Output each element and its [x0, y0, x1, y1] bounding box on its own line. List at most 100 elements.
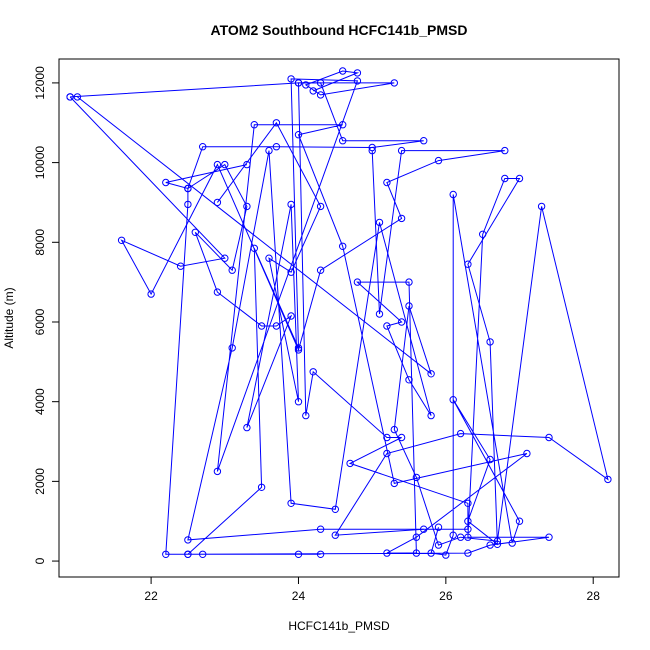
data-point [375, 218, 384, 227]
data-point [294, 131, 303, 139]
series-line [70, 70, 395, 98]
data-point [537, 202, 546, 211]
series-3 [162, 119, 325, 432]
data-point [199, 143, 207, 151]
data-point [287, 200, 295, 209]
series-layer [66, 67, 612, 559]
y-tick-label: 10000 [33, 146, 47, 180]
data-point [339, 242, 347, 251]
data-point [243, 423, 251, 432]
data-point [339, 121, 347, 129]
data-point [493, 537, 502, 545]
y-tick-label: 0 [33, 557, 47, 564]
data-point [420, 137, 428, 145]
data-point [73, 93, 82, 101]
data-point [221, 254, 229, 262]
data-point [545, 533, 553, 541]
data-point [412, 533, 421, 541]
data-point [302, 411, 310, 420]
data-point [353, 278, 362, 286]
data-point [287, 75, 295, 83]
data-point [501, 174, 509, 183]
data-point [479, 230, 487, 239]
data-point [464, 549, 472, 557]
data-point [250, 244, 259, 253]
series-1 [66, 67, 398, 101]
data-point [464, 517, 472, 525]
data-point [316, 550, 325, 558]
data-point [316, 91, 325, 99]
data-point [213, 467, 222, 476]
data-point [213, 198, 222, 207]
data-point [456, 533, 465, 541]
data-point [257, 322, 266, 330]
data-point [117, 236, 126, 245]
data-point [243, 202, 251, 211]
data-point [162, 550, 170, 558]
data-point [449, 531, 457, 539]
data-point [191, 228, 200, 237]
data-point [456, 429, 465, 438]
data-point [405, 376, 413, 384]
data-point [302, 81, 310, 89]
data-point [221, 160, 229, 169]
data-point [66, 93, 74, 101]
data-point [339, 67, 347, 75]
data-point [434, 523, 443, 531]
data-point [228, 344, 236, 352]
data-point [464, 525, 472, 533]
data-point [449, 396, 457, 404]
data-point [464, 499, 472, 507]
data-point [486, 541, 494, 549]
data-point [265, 146, 273, 155]
y-tick-label: 8000 [33, 229, 47, 256]
data-point [316, 266, 325, 274]
data-point [353, 77, 362, 85]
data-point [397, 214, 406, 223]
series-line [69, 96, 505, 352]
y-tick-label: 4000 [33, 388, 47, 415]
data-point [390, 79, 398, 87]
data-point [243, 160, 251, 169]
data-point [434, 541, 443, 549]
series-line [77, 96, 609, 546]
series-line [165, 78, 550, 556]
data-point [199, 550, 207, 558]
data-point [545, 433, 553, 442]
data-point [383, 178, 391, 187]
data-point [383, 322, 391, 330]
y-tick-label: 2000 [33, 468, 47, 495]
data-point [309, 368, 317, 376]
data-point [147, 290, 155, 298]
data-point [464, 260, 472, 268]
data-point [523, 449, 531, 458]
x-tick-label: 28 [587, 589, 601, 603]
data-point [434, 156, 443, 165]
y-tick-label: 6000 [33, 308, 47, 335]
data-point [316, 525, 325, 533]
data-point [250, 121, 259, 129]
data-point [442, 551, 450, 559]
data-point [331, 505, 339, 513]
data-point [427, 549, 435, 557]
data-point [294, 346, 303, 354]
data-point [383, 549, 391, 557]
data-point [294, 79, 303, 87]
data-point [265, 254, 273, 262]
data-point [405, 302, 413, 310]
data-point [257, 483, 266, 491]
data-point [228, 266, 236, 274]
data-point [486, 338, 494, 346]
data-point [184, 184, 192, 193]
data-point [346, 459, 354, 468]
data-point [427, 411, 435, 420]
data-point [383, 433, 391, 442]
data-point [272, 322, 281, 330]
data-point [412, 549, 421, 557]
data-point [294, 398, 303, 406]
data-point [272, 119, 281, 127]
data-point [383, 449, 391, 458]
data-point [420, 525, 428, 533]
